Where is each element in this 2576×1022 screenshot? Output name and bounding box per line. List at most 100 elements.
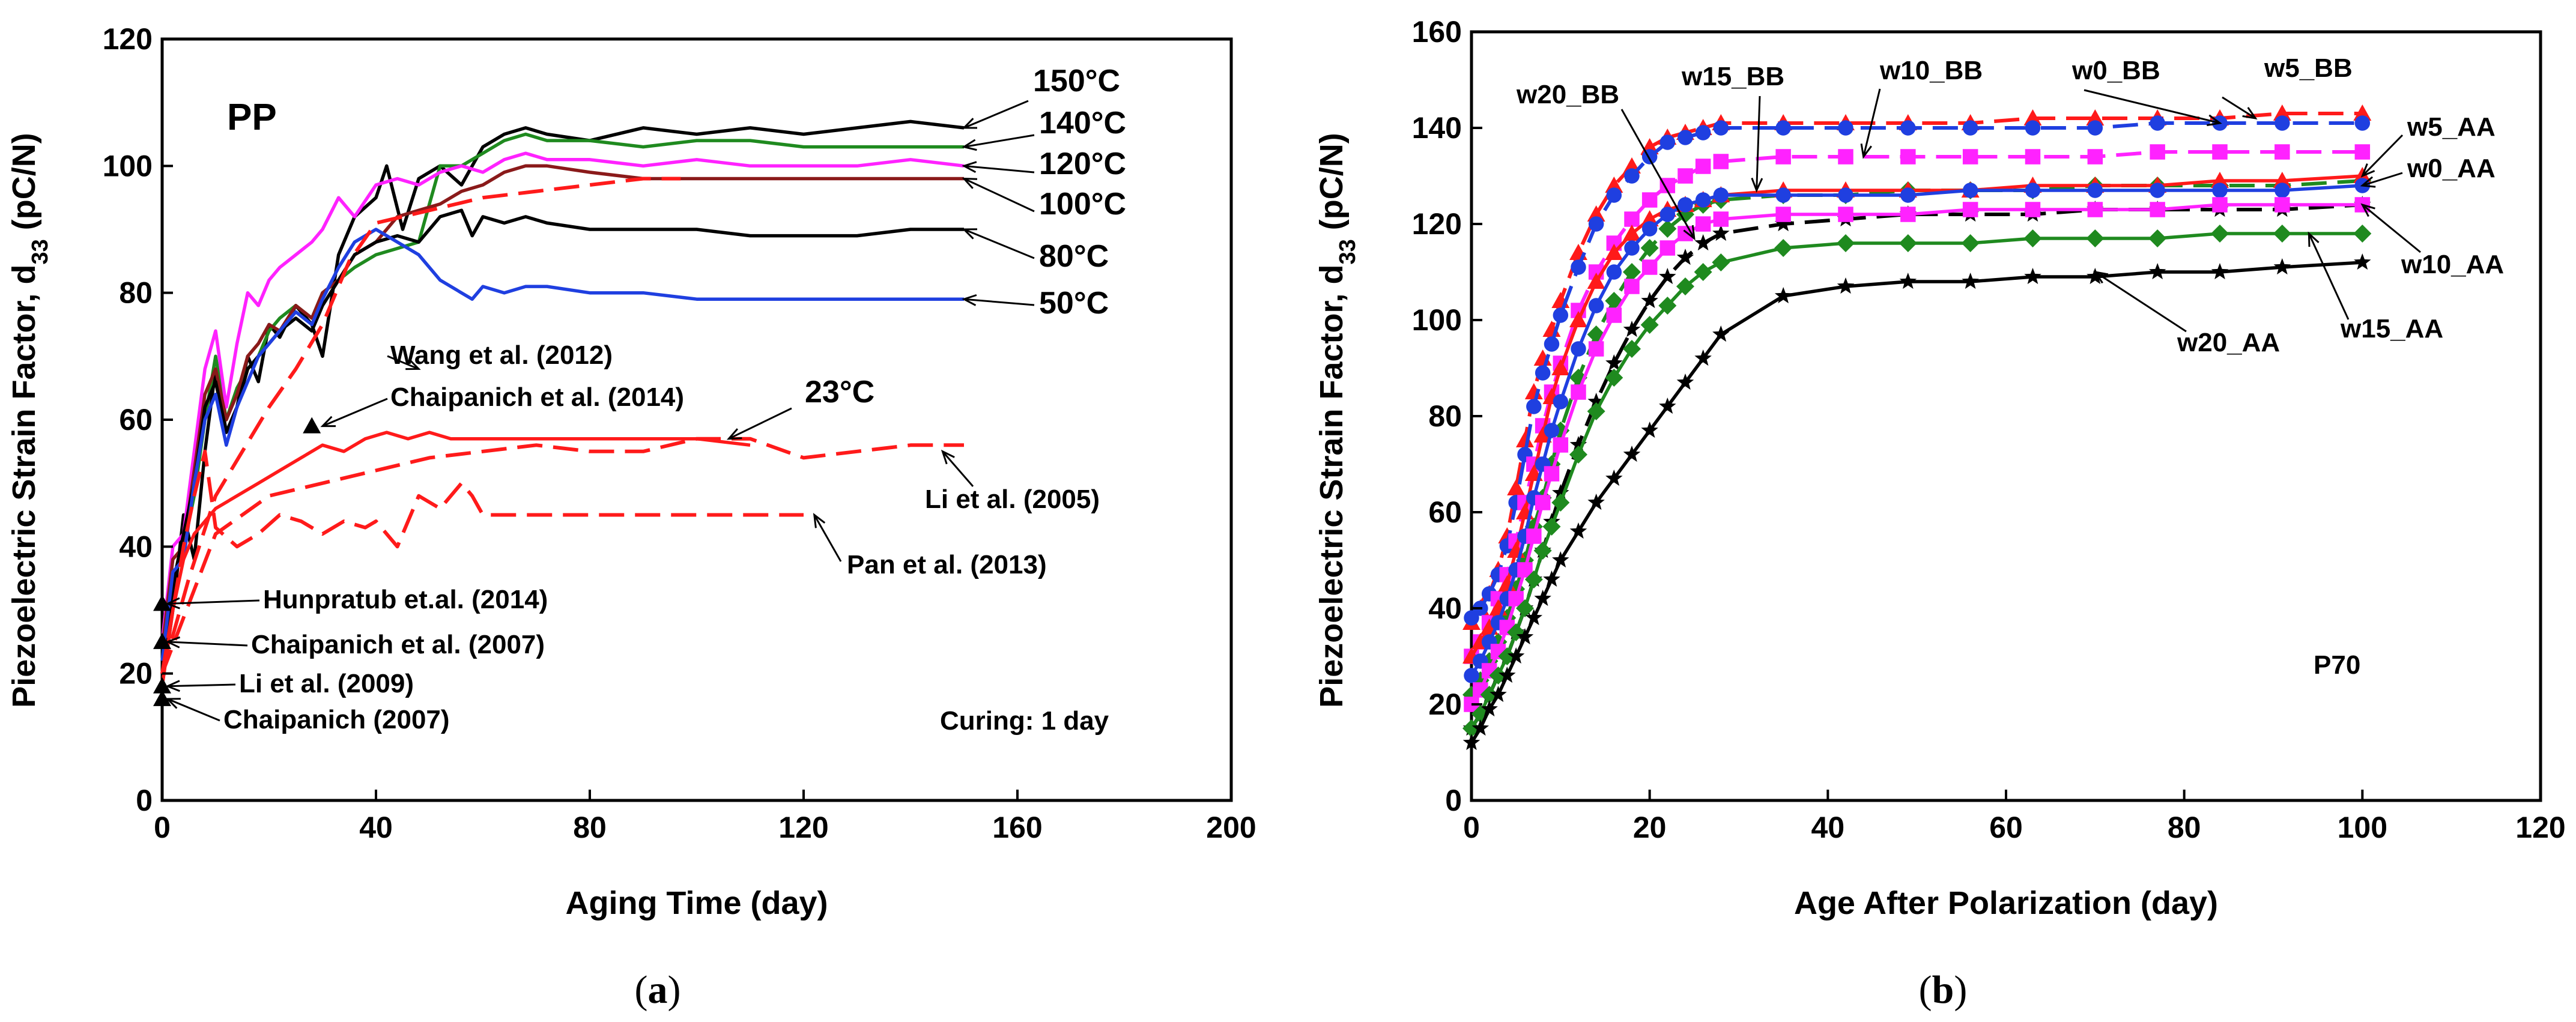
- chart-b-marker-w20-bb: [1641, 292, 1658, 309]
- chart-a-series-chaipanich-et-al-2007: [153, 632, 171, 649]
- chart-b-label-w15-bb: w15_BB: [1681, 62, 1784, 193]
- chart-b-marker-w10-aa: [2274, 197, 2290, 213]
- chart-b-marker-w0-aa: [1713, 187, 1729, 203]
- chart-a-label-100-c: 100°C: [962, 177, 1126, 222]
- chart-b-marker-w0-bb: [1526, 399, 1542, 414]
- chart-b-marker-w10-aa: [1900, 207, 1916, 222]
- chart-b-leader-w0-aa: [2362, 172, 2403, 187]
- chart-b: 0 20 40 60 80 100 120 0 20 40 60 80 100 120 140 160 Age…: [1314, 15, 2566, 1012]
- chart-a-label-80-c: 80°C: [962, 228, 1109, 274]
- chart-a-marker-hunpratub-et-al-2014: [153, 594, 171, 611]
- chart-b-marker-w20-aa: [1623, 446, 1641, 462]
- chart-b-label-w10-bb: w10_BB: [1860, 56, 1983, 159]
- chart-b-label-text-w0-bb: w0_BB: [2071, 56, 2160, 85]
- chart-b-marker-w10-bb: [2025, 149, 2041, 165]
- chart-b-marker-w15-aa: [1837, 234, 1855, 252]
- chart-b-marker-w15-aa: [1658, 297, 1677, 315]
- chart-a-label-text-wang-et-al-2012: Wang et al. (2012): [390, 340, 613, 370]
- chart-b-marker-w15-aa: [2211, 225, 2229, 243]
- chart-a-xtick-label: 160: [992, 811, 1042, 844]
- chart-b-marker-w10-aa: [2212, 197, 2228, 213]
- chart-a-arrowhead-150-c: [962, 118, 978, 129]
- chart-a-ytick-label: 0: [136, 784, 153, 817]
- chart-b-marker-w20-aa: [1480, 700, 1498, 717]
- chart-a-label-text-li-et-al-2009: Li et al. (2009): [239, 669, 414, 698]
- chart-b-label-text-w20-bb: w20_BB: [1516, 80, 1619, 109]
- chart-a-ytick-label: 60: [119, 403, 153, 437]
- chart-b-marker-w10-bb: [2150, 144, 2165, 160]
- chart-b-marker-w0-aa: [1641, 221, 1658, 237]
- chart-b-marker-w10-aa: [1571, 384, 1586, 400]
- chart-a-series-wang-et-al-2012: [160, 177, 681, 674]
- chart-a-arrowhead-li-et-al-2009: [165, 680, 180, 692]
- chart-b-label-text-w10-bb: w10_BB: [1879, 56, 1983, 85]
- chart-b-xtick-label: 0: [1463, 811, 1480, 844]
- chart-a-series-li-et-al-2005: [160, 437, 964, 674]
- chart-b-ytick-label: 20: [1428, 688, 1462, 721]
- chart-b-marker-w20-bb: [1552, 484, 1569, 501]
- chart-b-marker-w0-bb: [1606, 187, 1622, 203]
- chart-b-leader-w20-aa: [2094, 271, 2187, 333]
- chart-a-ytick-label: 40: [119, 530, 153, 563]
- chart-b-marker-w20-aa: [2024, 268, 2041, 285]
- chart-b-marker-w0-bb: [1464, 610, 1479, 626]
- chart-b-series-line-w5-bb: [1470, 112, 2363, 624]
- chart-a-marker-chaipanich-et-al-2014: [303, 417, 321, 434]
- chart-a-label-text-50-c: 50°C: [1039, 286, 1109, 321]
- chart-b-marker-w20-bb: [1587, 393, 1605, 410]
- chart-b-xlabel: Age After Polarization (day): [1794, 885, 2218, 921]
- chart-b-marker-w20-aa: [1552, 551, 1569, 568]
- chart-b-marker-w20-aa: [1490, 686, 1507, 703]
- chart-a-arrowhead-120-c: [962, 161, 977, 174]
- chart-a-xtick-label: 80: [573, 811, 607, 844]
- chart-b-label-w5-bb: w5_BB: [2222, 53, 2353, 120]
- chart-b-marker-w15-aa: [1551, 494, 1570, 512]
- chart-a-label-text-chaipanich-2007: Chaipanich (2007): [223, 705, 450, 734]
- chart-b-marker-w5-bb: [2023, 109, 2042, 125]
- chart-b-marker-w5-aa: [1640, 210, 1659, 226]
- chart-b-leader-w20-bb: [1620, 109, 1696, 239]
- chart-b-marker-w20-bb: [1694, 234, 1712, 251]
- chart-b-marker-w15-aa: [1605, 369, 1623, 387]
- chart-a-xtick-label: 200: [1206, 811, 1256, 844]
- chart-b-marker-w10-aa: [1535, 495, 1551, 510]
- chart-b-marker-w10-aa: [1659, 240, 1676, 256]
- chart-b-marker-w0-bb: [2150, 115, 2165, 131]
- chart-a-marker-li-et-al-2009: [153, 677, 171, 694]
- chart-b-marker-w0-aa: [1838, 187, 1853, 203]
- chart-b-marker-w15-bb: [1658, 220, 1677, 238]
- chart-a-label-chaipanich-et-al-2014: Chaipanich et al. (2014): [320, 382, 684, 428]
- chart-b-material-label: P70: [2314, 650, 2360, 680]
- chart-b-marker-w0-aa: [1962, 183, 1978, 198]
- chart-a-series-chaipanich-2007: [153, 689, 171, 706]
- chart-a-arrowhead-80-c: [962, 228, 978, 240]
- chart-b-marker-w10-bb: [1900, 149, 1916, 165]
- chart-b-marker-w20-bb: [1659, 268, 1676, 285]
- chart-b-marker-w10-aa: [1713, 211, 1729, 227]
- chart-b-marker-w15-aa: [2023, 229, 2042, 247]
- chart-b-marker-w10-bb: [1641, 192, 1658, 208]
- chart-a-leader-chaipanich-et-al-2007: [167, 641, 248, 647]
- chart-b-marker-w10-bb: [2087, 149, 2103, 165]
- chart-b-series-line-w15-aa: [1470, 232, 2363, 730]
- chart-b-marker-w10-bb: [2212, 144, 2228, 160]
- chart-b-series-w0-aa: [1464, 178, 2371, 683]
- chart-b-marker-w15-aa: [1676, 277, 1694, 295]
- chart-b-xtick-label: 100: [2338, 811, 2387, 844]
- chart-b-label-w0-bb: w0_BB: [2071, 56, 2222, 127]
- chart-b-label-text-w20-aa: w20_AA: [2177, 328, 2280, 357]
- chart-b-marker-w15-aa: [1961, 234, 1980, 252]
- chart-a-label-li-et-al-2009: Li et al. (2009): [165, 669, 414, 698]
- chart-a-label-150-c: 150°C: [962, 64, 1120, 129]
- chart-a-series-line-wang-et-al-2012: [160, 177, 681, 674]
- chart-b-marker-w10-aa: [1838, 207, 1853, 222]
- chart-b-marker-w0-aa: [1606, 264, 1622, 280]
- chart-a-ylabel: Piezoelectric Strain Factor, d33 (pC/N): [6, 133, 53, 708]
- chart-b-marker-w0-aa: [1624, 240, 1640, 256]
- chart-b-marker-w15-aa: [1569, 446, 1587, 464]
- chart-b-marker-w15-aa: [1899, 234, 1917, 252]
- chart-a-leader-pan-et-al-2013: [813, 514, 842, 562]
- chart-a-arrowhead-chaipanich-2007: [165, 698, 181, 709]
- chart-b-marker-w10-aa: [1677, 226, 1693, 241]
